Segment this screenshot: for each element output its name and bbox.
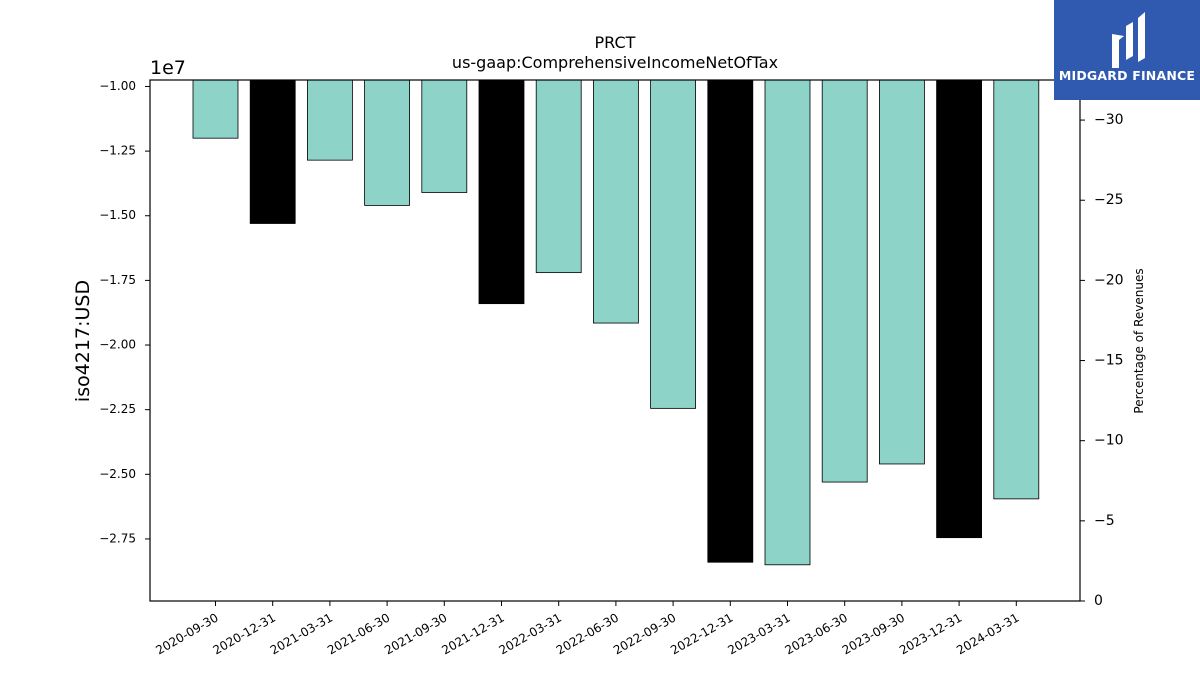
y-offset-label: 1e7 xyxy=(150,57,186,79)
logo-icon xyxy=(1112,12,1145,68)
x-tick-label: 2023-09-30 xyxy=(840,611,907,658)
bar xyxy=(306,79,353,161)
x-tick-label: 2023-06-30 xyxy=(783,611,850,658)
bar xyxy=(192,79,239,139)
x-tick-label: 2023-03-31 xyxy=(725,611,792,658)
y-axis-ticks: −1.00 −1.25 −1.50 −1.75 −2.00 −2.25 −2.50 −2.75 xyxy=(99,79,150,545)
bar xyxy=(478,79,525,305)
bar xyxy=(593,79,639,324)
bar xyxy=(421,79,468,193)
y2-tick-label: −10 xyxy=(1094,433,1124,449)
bar xyxy=(535,79,582,274)
y2-axis-ticks: −30 −25 −20 −15 −10 −5 0 xyxy=(1080,112,1124,609)
bar xyxy=(249,79,296,224)
x-tick-label: 2021-03-31 xyxy=(268,611,335,658)
x-tick-label: 2022-12-31 xyxy=(668,611,735,658)
x-tick-label: 2021-06-30 xyxy=(325,611,392,658)
y2-tick-label: −30 xyxy=(1094,112,1124,128)
y-tick-label: −2.00 xyxy=(99,338,136,352)
bar xyxy=(707,79,754,563)
x-tick-label: 2021-12-31 xyxy=(439,611,506,658)
bar xyxy=(821,79,868,483)
x-tick-label: 2023-12-31 xyxy=(897,611,964,658)
x-tick-label: 2020-09-30 xyxy=(153,611,220,658)
y-tick-label: −1.00 xyxy=(99,79,136,93)
bars-group xyxy=(192,79,1040,566)
x-tick-label: 2022-06-30 xyxy=(554,611,621,658)
x-axis-ticks: 2020-09-302020-12-312021-03-312021-06-30… xyxy=(153,601,1022,658)
y-tick-label: −2.50 xyxy=(99,467,136,481)
brand-logo: MIDGARD FINANCE xyxy=(1054,0,1200,100)
bar xyxy=(764,79,811,566)
y-tick-label: −2.75 xyxy=(99,531,136,545)
y-tick-label: −2.25 xyxy=(99,402,136,416)
y-axis-label: iso4217:USD xyxy=(72,280,94,402)
plot-frame xyxy=(149,79,1081,602)
x-tick-label: 2022-03-31 xyxy=(497,611,564,658)
y2-tick-label: −25 xyxy=(1094,192,1124,208)
y-tick-label: −1.50 xyxy=(99,208,136,222)
x-tick-label: 2024-03-31 xyxy=(954,611,1021,658)
bar xyxy=(936,79,982,539)
x-tick-label: 2020-12-31 xyxy=(211,611,278,658)
chart-subtitle: us-gaap:ComprehensiveIncomeNetOfTax xyxy=(452,53,778,72)
x-tick-label: 2022-09-30 xyxy=(611,611,678,658)
y2-tick-label: −5 xyxy=(1094,513,1115,529)
x-tick-label: 2021-09-30 xyxy=(382,611,449,658)
y-tick-label: −1.25 xyxy=(99,144,136,158)
y-tick-label: −1.75 xyxy=(99,273,136,287)
bar xyxy=(879,79,925,465)
chart-title: PRCT xyxy=(595,33,636,52)
y2-tick-label: −20 xyxy=(1094,272,1124,288)
bar xyxy=(650,79,696,409)
y2-tick-label: −15 xyxy=(1094,353,1124,369)
y2-tick-label: 0 xyxy=(1094,593,1103,609)
logo-text: MIDGARD FINANCE xyxy=(1058,68,1196,83)
bar xyxy=(364,79,411,206)
y2-axis-label: Percentage of Revenues xyxy=(1132,268,1146,413)
bar xyxy=(993,79,1040,500)
